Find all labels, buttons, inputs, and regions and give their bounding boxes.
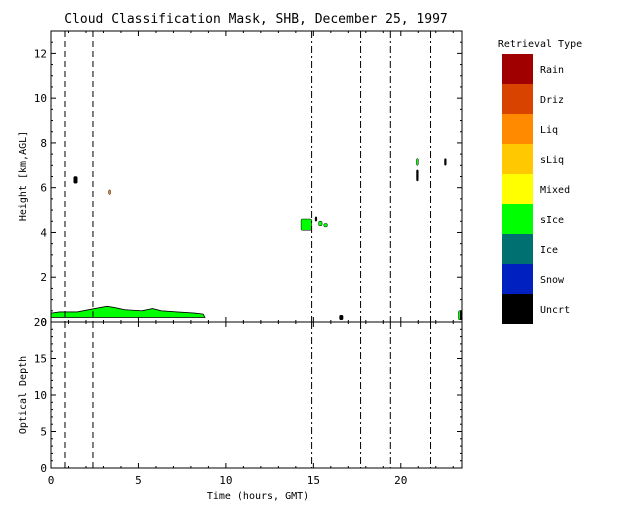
chart-title: Cloud Classification Mask, SHB, December… — [64, 12, 448, 27]
height-tick-label-8: 8 — [40, 137, 47, 150]
cloud-feature-sice-0 — [50, 305, 206, 318]
legend-swatch-driz — [502, 84, 533, 114]
optical-depth-tick-label-10: 10 — [34, 389, 47, 402]
legend-title: Retrieval Type — [498, 39, 582, 50]
retrieval-type-legend: Retrieval Type Rain Driz Liq sLiq Mixed sIce I… — [498, 39, 582, 324]
time-axis-ticks: 0 5 10 15 20 — [48, 31, 454, 487]
legend-swatch-ice — [502, 234, 533, 264]
optical-depth-tick-label-0: 0 — [40, 462, 47, 475]
legend-swatch-uncrt — [502, 294, 533, 324]
optical-depth-axis-ticks: 0 5 10 15 20 — [34, 316, 462, 475]
legend-label-rain: Rain — [540, 65, 564, 76]
cloud-feature-sice-3 — [300, 218, 312, 231]
height-axis-label: Height [km,AGL] — [18, 131, 29, 221]
height-panel: 0 2 4 6 8 10 12 Height [km,AGL] — [18, 30, 463, 329]
optical-depth-panel-frame — [50, 321, 463, 469]
time-markers-top — [64, 31, 432, 322]
legend-swatch-liq — [502, 114, 533, 144]
optical-depth-panel: 0 5 10 15 20 Optical Depth — [18, 316, 463, 475]
legend-label-sliq: sLiq — [540, 155, 564, 166]
time-tick-label-10: 10 — [219, 474, 232, 487]
cloud-feature-liq-2 — [108, 189, 111, 195]
legend-swatch-sice — [502, 204, 533, 234]
cloud-feature-uncrt-9 — [416, 169, 419, 182]
legend-label-driz: Driz — [540, 95, 564, 106]
height-tick-label-0: 0 — [40, 316, 47, 329]
time-tick-label-0: 0 — [48, 474, 55, 487]
legend-label-sice: sIce — [540, 215, 564, 226]
height-tick-label-4: 4 — [40, 226, 47, 239]
cloud-feature-uncrt-6 — [314, 216, 318, 222]
legend-label-ice: Ice — [540, 245, 558, 256]
time-tick-label-5: 5 — [135, 474, 142, 487]
time-tick-label-15: 15 — [307, 474, 320, 487]
cloud-feature-sice-5 — [323, 223, 328, 228]
height-tick-label-2: 2 — [40, 271, 47, 284]
optical-depth-tick-label-15: 15 — [34, 353, 47, 366]
time-tick-label-20: 20 — [394, 474, 407, 487]
legend-swatch-mixed — [502, 174, 533, 204]
cloud-mask-layer — [50, 158, 463, 321]
legend-label-mixed: Mixed — [540, 185, 570, 196]
optical-depth-tick-label-20: 20 — [34, 316, 47, 329]
legend-swatch-snow — [502, 264, 533, 294]
legend-label-uncrt: Uncrt — [540, 305, 570, 316]
legend-swatch-sliq — [502, 144, 533, 174]
cloud-feature-sice-8 — [416, 158, 419, 166]
legend-label-snow: Snow — [540, 275, 565, 286]
height-axis-ticks: 0 2 4 6 8 10 12 — [34, 41, 462, 329]
legend-swatch-rain — [502, 54, 533, 84]
optical-depth-tick-label-5: 5 — [40, 426, 47, 439]
legend-entries: Rain Driz Liq sLiq Mixed sIce Ice Snow Uncrt — [502, 54, 570, 324]
cloud-feature-uncrt-10 — [444, 158, 447, 166]
height-panel-frame — [50, 30, 463, 323]
cloud-feature-uncrt-1 — [73, 176, 78, 184]
time-axis-label: Time (hours, GMT) — [207, 491, 309, 502]
time-markers-bottom — [64, 322, 432, 468]
height-tick-label-12: 12 — [34, 47, 47, 60]
optical-depth-axis-label: Optical Depth — [18, 356, 29, 434]
cloud-feature-sice-4 — [318, 221, 323, 226]
cloud-feature-uncrt-7 — [339, 315, 344, 321]
legend-label-liq: Liq — [540, 125, 558, 136]
height-tick-label-6: 6 — [40, 182, 47, 195]
height-tick-label-10: 10 — [34, 92, 47, 105]
